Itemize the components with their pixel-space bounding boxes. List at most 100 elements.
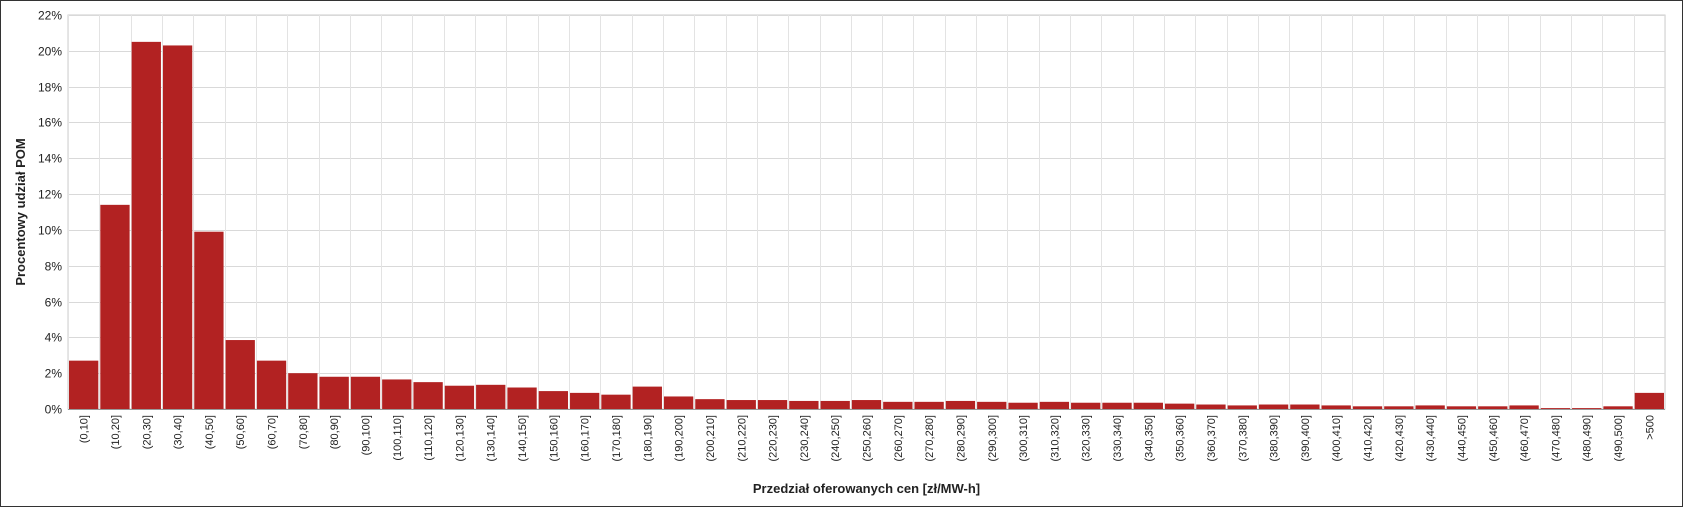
x-tick-label: (370,380]: [1237, 415, 1249, 461]
y-tick-label: 6%: [45, 296, 63, 310]
x-tick-label: (450,460]: [1488, 415, 1500, 461]
x-tick-label: (330,340]: [1112, 415, 1124, 461]
bar: [1008, 402, 1038, 409]
bar: [1509, 405, 1539, 409]
bar: [1071, 402, 1101, 409]
bar: [1634, 392, 1664, 409]
x-tick-label: (190,200]: [674, 415, 686, 461]
bar: [1384, 406, 1414, 409]
x-axis-ticks: (0,10] (10,20] (20,30] (30,40] (40,50] (50,60…: [79, 415, 1657, 461]
bar: [1572, 408, 1602, 409]
y-tick-label: 2%: [45, 367, 63, 381]
x-tick-label: (380,390]: [1269, 415, 1281, 461]
bar: [1446, 406, 1477, 409]
bar: [632, 386, 662, 409]
x-tick-label: (360,370]: [1206, 415, 1218, 461]
x-tick-label: (390,400]: [1300, 415, 1312, 461]
x-tick-label: (70,80]: [298, 415, 310, 449]
y-tick-label: 4%: [45, 331, 63, 345]
x-tick-label: (260,270]: [893, 415, 905, 461]
x-tick-label: (200,210]: [705, 415, 717, 461]
bar: [883, 401, 913, 409]
bar: [1352, 406, 1383, 409]
x-tick-label: (10,20]: [110, 415, 122, 449]
x-tick-label: (240,250]: [830, 415, 842, 461]
bar: [570, 392, 600, 409]
bar: [1290, 404, 1320, 409]
y-tick-label: 14%: [38, 152, 62, 166]
y-tick-label: 16%: [38, 116, 62, 130]
bar: [256, 360, 287, 409]
bar: [726, 400, 756, 409]
y-tick-label: 18%: [38, 81, 62, 95]
bar: [444, 385, 475, 409]
x-tick-label: (250,260]: [862, 415, 874, 461]
y-axis-ticks: 0% 2% 4% 6% 8% 10% 12% 14% 16% 18% 20% 22%: [38, 9, 62, 417]
bar: [663, 396, 694, 409]
bar: [695, 399, 725, 409]
bar: [382, 379, 412, 409]
bar: [1603, 406, 1633, 409]
bar: [601, 394, 631, 409]
y-tick-label: 12%: [38, 188, 62, 202]
x-tick-label: (160,170]: [580, 415, 592, 461]
x-tick-label: (0,10]: [79, 415, 91, 443]
y-tick-label: 10%: [38, 224, 62, 238]
x-tick-label: (350,360]: [1175, 415, 1187, 461]
bar: [1102, 402, 1132, 409]
x-tick-label: (340,350]: [1143, 415, 1155, 461]
x-tick-label: (470,480]: [1550, 415, 1562, 461]
x-axis-title: Przedział oferowanych cen [zł/MW-h]: [753, 481, 980, 496]
x-tick-label: (210,220]: [736, 415, 748, 461]
bar: [350, 376, 381, 409]
x-tick-label: (480,490]: [1582, 415, 1594, 461]
plot-area: [67, 14, 1666, 410]
bar: [1039, 401, 1070, 409]
x-tick-label: (400,410]: [1331, 415, 1343, 461]
x-tick-label: (50,60]: [235, 415, 247, 449]
bar: [1227, 405, 1257, 409]
x-tick-label: (150,160]: [548, 415, 560, 461]
bar: [162, 45, 193, 409]
bar: [319, 376, 349, 409]
bar: [131, 41, 161, 410]
x-tick-label: (460,470]: [1519, 415, 1531, 461]
bar: [100, 204, 130, 409]
bar: [225, 340, 255, 409]
bar: [1196, 404, 1226, 409]
x-tick-label: (320,330]: [1081, 415, 1093, 461]
x-tick-label: (30,40]: [173, 415, 185, 449]
x-tick-label: (410,420]: [1363, 415, 1375, 461]
y-tick-label: 20%: [38, 45, 62, 59]
x-tick-label: (140,150]: [517, 415, 529, 461]
bar: [1540, 408, 1571, 409]
x-tick-label: (430,440]: [1425, 415, 1437, 461]
x-tick-label: (80,90]: [329, 415, 341, 449]
bar: [413, 382, 443, 409]
bar: [820, 400, 850, 409]
x-tick-label: (310,320]: [1049, 415, 1061, 461]
y-tick-label: 22%: [38, 9, 62, 23]
x-tick-label: (40,50]: [204, 415, 216, 449]
bar: [1478, 406, 1508, 409]
bar: [194, 231, 224, 409]
y-tick-label: 8%: [45, 260, 63, 274]
x-tick-label: (180,190]: [642, 415, 654, 461]
bar: [851, 400, 882, 409]
bar: [1164, 403, 1195, 409]
x-tick-label: (230,240]: [799, 415, 811, 461]
bar: [1258, 404, 1289, 409]
x-tick-label: (20,30]: [141, 415, 153, 449]
x-tick-label: (440,450]: [1456, 415, 1468, 461]
x-tick-label: >500: [1644, 415, 1656, 440]
bar: [476, 384, 506, 409]
x-tick-label: (290,300]: [987, 415, 999, 461]
bar: [1415, 405, 1445, 409]
bar: [1133, 402, 1163, 409]
x-tick-label: (60,70]: [267, 415, 279, 449]
x-tick-label: (220,230]: [768, 415, 780, 461]
x-tick-label: (90,100]: [360, 415, 372, 455]
bar: [977, 401, 1007, 409]
